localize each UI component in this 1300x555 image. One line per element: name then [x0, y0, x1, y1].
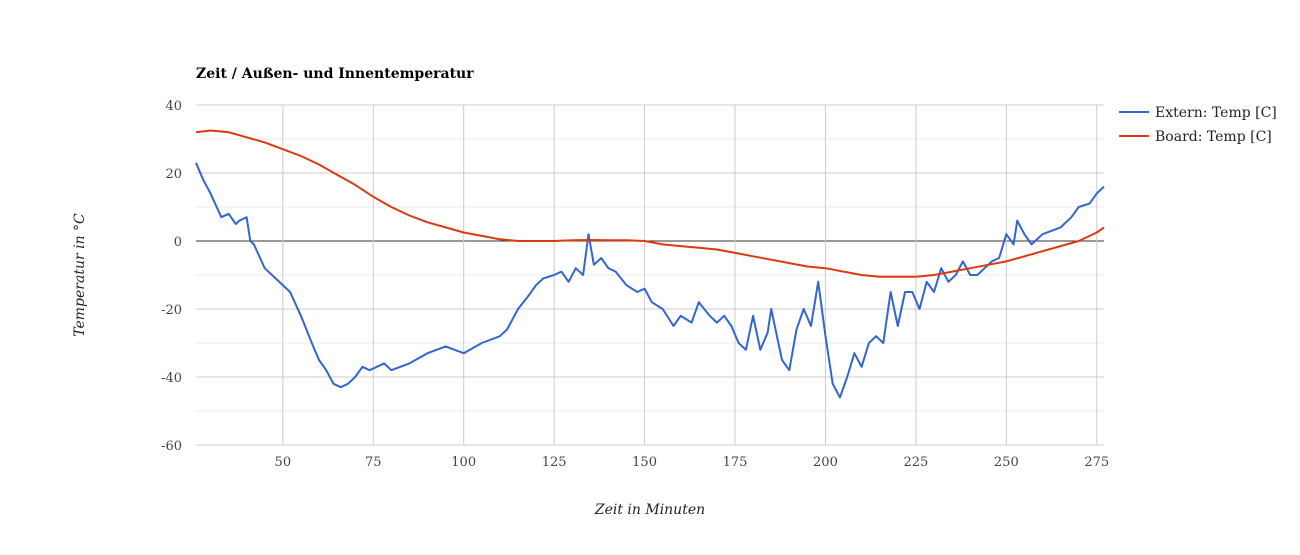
x-tick-label: 50 [275, 455, 292, 470]
legend: Extern: Temp [C] Board: Temp [C] [1119, 105, 1277, 145]
x-tick-label: 175 [723, 455, 748, 470]
legend-label: Board: Temp [C] [1155, 129, 1272, 145]
x-axis-title: Zeit in Minuten [594, 502, 705, 518]
gridlines [196, 104, 1104, 446]
x-tick-label: 275 [1084, 455, 1109, 470]
series [195, 129, 1105, 399]
x-tick-label: 200 [813, 455, 838, 470]
y-tick-label: 0 [174, 235, 182, 250]
x-tick-label: 75 [365, 455, 382, 470]
x-tick-label: 125 [542, 455, 567, 470]
series-line-1 [195, 129, 1105, 278]
y-tick-label: 20 [165, 167, 182, 182]
x-tick-label: 225 [903, 455, 928, 470]
x-tick-label: 150 [632, 455, 657, 470]
y-tick-label: -40 [161, 371, 182, 386]
series-line-0 [195, 162, 1105, 399]
chart-title: Zeit / Außen- und Innentemperatur [196, 66, 474, 82]
x-tick-label: 100 [451, 455, 476, 470]
legend-label: Extern: Temp [C] [1155, 105, 1277, 121]
x-tick-label: 250 [994, 455, 1019, 470]
y-tick-label: -20 [161, 303, 182, 318]
axes: -60 -40 -20 0 20 40 50 75 100 125 150 175 200 225 250 2… [161, 99, 1109, 470]
y-tick-label: 40 [165, 99, 182, 114]
y-tick-label: -60 [161, 439, 182, 454]
y-axis-title: Temperatur in °C [72, 213, 88, 337]
